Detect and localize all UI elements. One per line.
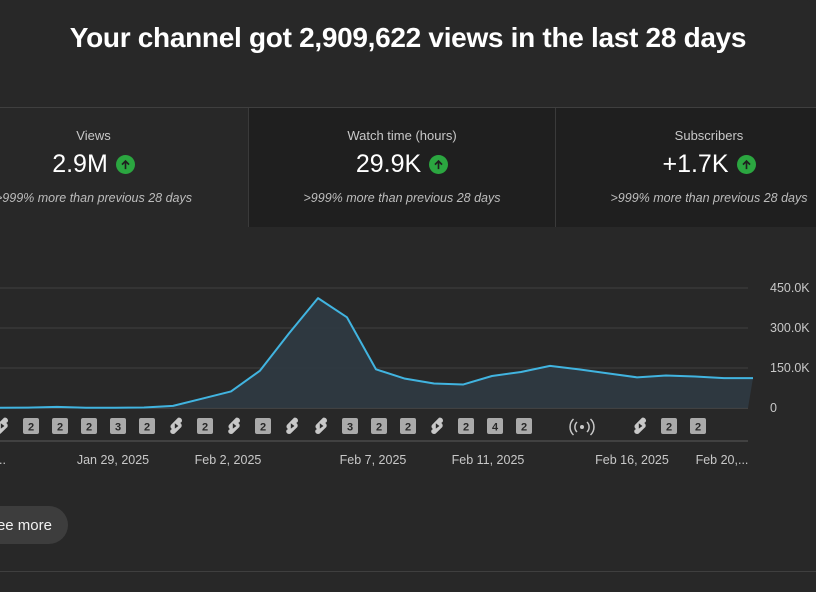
content-badge bbox=[197, 418, 213, 434]
arrow-up-icon bbox=[736, 155, 756, 174]
area-fill bbox=[0, 298, 753, 408]
content-badge-count: 2 bbox=[376, 422, 382, 434]
content-badge bbox=[81, 418, 97, 434]
metric-tabs: Views 2.9M >999% more than previous 28 d… bbox=[0, 107, 816, 227]
content-badge-count: 3 bbox=[115, 422, 121, 434]
content-badge-count: 2 bbox=[28, 422, 34, 434]
x-tick-label: Jan 24, 2... bbox=[0, 453, 6, 467]
content-badge-count: 2 bbox=[144, 422, 150, 434]
content-badge bbox=[110, 418, 126, 434]
see-more-button[interactable]: See more bbox=[0, 506, 68, 544]
content-badge-count: 2 bbox=[260, 422, 266, 434]
content-badge bbox=[23, 418, 39, 434]
x-tick-label: Feb 11, 2025 bbox=[452, 453, 525, 467]
metric-tab-subscribers[interactable]: Subscribers +1.7K >999% more than previo… bbox=[555, 108, 816, 227]
content-badge bbox=[487, 418, 503, 434]
metric-tab-views[interactable]: Views 2.9M >999% more than previous 28 d… bbox=[0, 108, 247, 227]
arrow-up-icon bbox=[115, 155, 135, 174]
shorts-icon bbox=[431, 417, 444, 434]
metric-tab-watch-time[interactable]: Watch time (hours) 29.9K >999% more than… bbox=[248, 108, 555, 227]
content-badge-count: 2 bbox=[521, 422, 527, 434]
metric-value-row: 29.9K bbox=[249, 150, 555, 179]
content-badge-count: 2 bbox=[405, 422, 411, 434]
shorts-icon bbox=[315, 417, 328, 434]
shorts-icon bbox=[228, 417, 241, 434]
y-tick-label: 0 bbox=[770, 401, 777, 415]
metric-value: 2.9M bbox=[52, 150, 108, 178]
shorts-icon bbox=[170, 417, 183, 434]
metric-value: +1.7K bbox=[662, 150, 729, 178]
content-badge-count: 2 bbox=[695, 422, 701, 434]
content-badge bbox=[342, 418, 358, 434]
views-chart[interactable]: 450.0K 300.0K 150.0K 0 2 2 2 3 2 2 2 3 2 2 2 4 2 2 2 Jan 24… bbox=[0, 240, 816, 475]
metric-delta: >999% more than previous 28 days bbox=[0, 191, 192, 205]
arrow-up-icon bbox=[429, 155, 449, 174]
metric-delta: >999% more than previous 28 days bbox=[610, 191, 808, 205]
x-tick-label: Jan 29, 2025 bbox=[77, 453, 149, 467]
metric-label: Views bbox=[76, 128, 111, 143]
content-badge-count: 2 bbox=[463, 422, 469, 434]
views-line bbox=[0, 297, 753, 409]
y-tick-label: 300.0K bbox=[770, 321, 810, 335]
metric-value: 29.9K bbox=[355, 150, 422, 178]
headline: Your channel got 2,909,622 views in the … bbox=[69, 22, 747, 53]
live-icon bbox=[569, 418, 595, 436]
content-badge bbox=[371, 418, 387, 434]
content-badge-count: 2 bbox=[202, 422, 208, 434]
metric-label: Watch time (hours) bbox=[347, 128, 457, 143]
x-tick-label: Feb 7, 2025 bbox=[340, 453, 407, 467]
y-tick-label: 150.0K bbox=[770, 361, 810, 375]
content-badge bbox=[661, 418, 677, 434]
x-tick-label: Feb 2, 2025 bbox=[195, 453, 262, 467]
divider bbox=[0, 571, 816, 572]
shorts-icon bbox=[286, 417, 299, 434]
y-tick-label: 450.0K bbox=[770, 281, 810, 295]
content-badge bbox=[400, 418, 416, 434]
shorts-icon bbox=[0, 417, 8, 434]
content-badge bbox=[52, 418, 68, 434]
content-badge-count: 2 bbox=[57, 422, 63, 434]
content-badge-count: 3 bbox=[347, 422, 353, 434]
metric-value-row: 2.9M bbox=[0, 150, 247, 179]
content-badge-count: 2 bbox=[666, 422, 672, 434]
metric-delta: >999% more than previous 28 days bbox=[303, 191, 501, 205]
content-badge bbox=[139, 418, 155, 434]
x-tick-label: Feb 20,... bbox=[696, 453, 749, 467]
shorts-icon bbox=[634, 417, 647, 434]
metric-label: Subscribers bbox=[674, 128, 744, 143]
content-badge bbox=[458, 418, 474, 434]
x-tick-label: Feb 16, 2025 bbox=[595, 453, 669, 467]
content-badge bbox=[255, 418, 271, 434]
metric-value-row: +1.7K bbox=[556, 150, 816, 179]
content-badge bbox=[516, 418, 532, 434]
content-badge bbox=[690, 418, 706, 434]
content-badge-count: 2 bbox=[86, 422, 92, 434]
content-badge-count: 4 bbox=[492, 422, 499, 434]
